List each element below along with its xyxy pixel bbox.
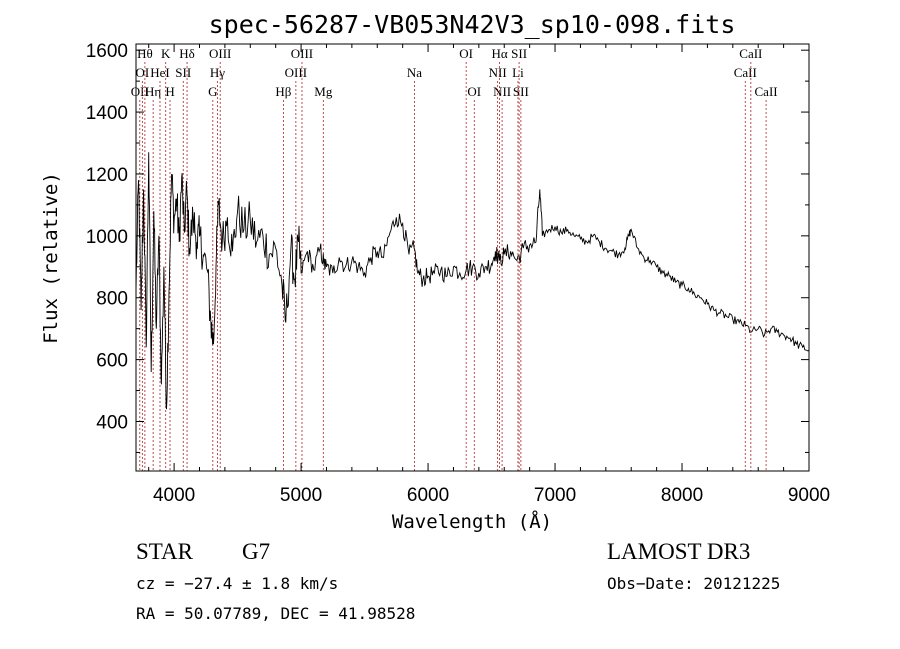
spectral-line-label: OIII: [209, 46, 231, 61]
chart-title: spec-56287-VB053N42V3_sp10-098.fits: [209, 10, 736, 39]
flux-series: [135, 152, 810, 410]
spectral-line-label: SII: [175, 65, 191, 80]
plot-frame: [135, 43, 810, 472]
x-axis: 4000 5000 6000 7000 8000 9000: [148, 44, 830, 506]
y-tick-label: 1000: [86, 227, 128, 248]
y-tick-label: 600: [96, 351, 128, 372]
obs-date: Obs−Date: 20121225: [607, 574, 780, 593]
spectral-line-label: G: [208, 84, 217, 99]
spectral-line-label: Li: [512, 65, 524, 80]
spectral-line-label: Hθ: [137, 46, 153, 61]
y-tick-label: 800: [96, 289, 128, 310]
spectral-line-label: NII: [493, 84, 511, 99]
spectral-line-label: OII: [131, 84, 149, 99]
ra-dec: RA = 50.07789, DEC = 41.98528: [136, 604, 415, 623]
spectral-line-markers: OIIOIHθHηHeIKHSIIHδGHγOIIIHβOIIIOIIIMgNa…: [131, 46, 778, 471]
spectral-line-label: Hδ: [179, 46, 195, 61]
spectral-line-label: HeI: [150, 65, 170, 80]
object-class: STAR: [136, 539, 194, 564]
spectral-line-label: NII: [489, 65, 507, 80]
survey-name: LAMOST DR3: [607, 539, 750, 564]
y-tick-label: 1400: [86, 103, 128, 124]
redshift-cz: cz = −27.4 ± 1.8 km/s: [136, 574, 338, 593]
spectral-line-label: SII: [513, 84, 529, 99]
y-tick-label: 400: [96, 412, 128, 433]
spectral-line-label: CaII: [755, 84, 778, 99]
flux-line: [135, 152, 810, 410]
spectral-line-label: Hη: [145, 84, 161, 99]
spectral-line-label: K: [161, 46, 171, 61]
y-tick-label: 1200: [86, 165, 128, 186]
spectral-line-label: CaII: [734, 65, 757, 80]
spectral-line-label: H: [165, 84, 174, 99]
x-tick-label: 7000: [534, 485, 576, 506]
spectral-line-label: CaII: [739, 46, 762, 61]
spectral-line-label: Hα: [491, 46, 507, 61]
object-subclass: G7: [242, 539, 270, 564]
spectral-line-label: Na: [407, 65, 422, 80]
x-tick-label: 8000: [661, 485, 703, 506]
y-axis-label: Flux (relative): [40, 172, 62, 344]
spectral-line-label: Hβ: [275, 84, 291, 99]
y-tick-label: 1600: [86, 41, 128, 62]
x-tick-label: 4000: [153, 485, 195, 506]
spectral-line-label: OIII: [285, 65, 307, 80]
x-tick-label: 6000: [407, 485, 449, 506]
spectral-line-label: OIII: [291, 46, 313, 61]
x-axis-label: Wavelength (Å): [392, 510, 552, 533]
spectral-line-label: OI: [459, 46, 473, 61]
spectral-line-label: OI: [467, 84, 481, 99]
spectral-line-label: OI: [135, 65, 149, 80]
spectral-line-label: Hγ: [210, 65, 225, 80]
x-tick-label: 9000: [788, 485, 830, 506]
spectral-line-label: SII: [511, 46, 527, 61]
spectral-line-label: Mg: [314, 84, 333, 99]
x-tick-label: 5000: [280, 485, 322, 506]
y-axis: 400 600 800 1000 1200 1400 1600: [86, 41, 809, 453]
